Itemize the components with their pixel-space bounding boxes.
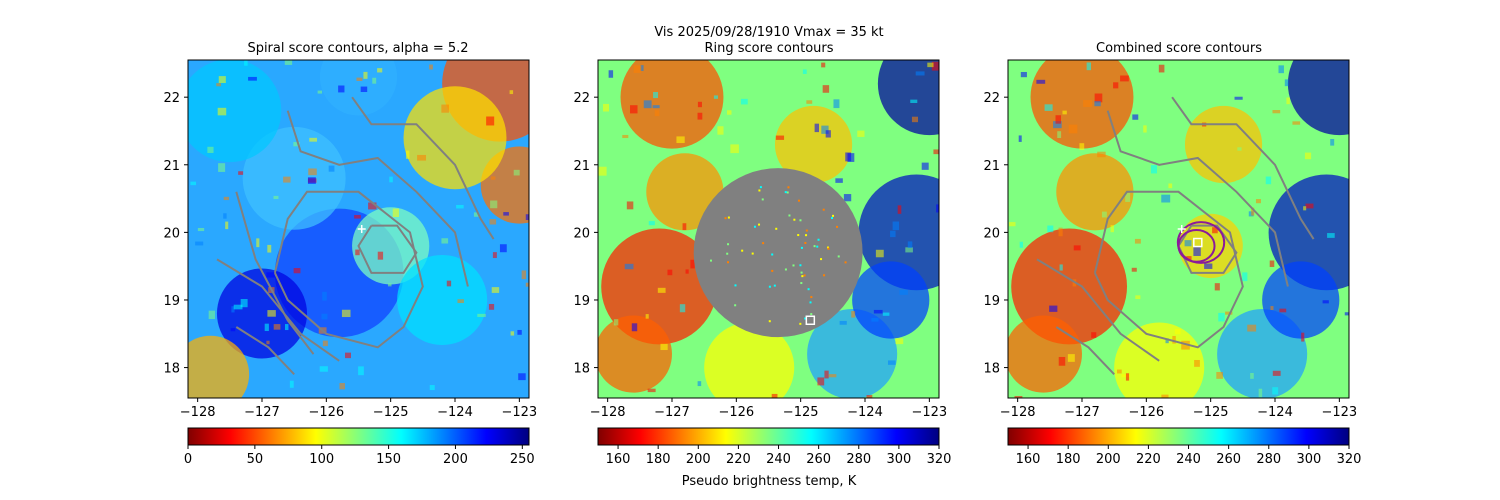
contour-line	[235, 191, 315, 355]
contour-line	[1093, 190, 1244, 349]
colorbar-tick-label: 220	[1136, 452, 1161, 467]
contour-line	[1036, 258, 1160, 362]
colorbar-tick-label: 0	[184, 452, 192, 467]
colorbar-gradient	[187, 427, 530, 446]
contour-line	[351, 96, 495, 240]
x-tick-label: −128	[180, 405, 216, 420]
x-tick-label: −125	[373, 405, 409, 420]
colorbar-tick-label: 50	[247, 452, 264, 467]
y-tick-label: 20	[163, 226, 180, 241]
y-tick-label: 22	[573, 91, 590, 106]
center-square-marker	[1193, 237, 1203, 248]
panel-combined: Combined score contours −128 −127 −126 −125…	[983, 41, 1362, 467]
y-tick-label: 18	[573, 362, 590, 377]
axes-combined: −128 −127 −126 −125 −124 −123 18 19 20 21 22	[983, 59, 1357, 420]
contour-line	[1055, 326, 1115, 375]
y-tick-label: 22	[983, 91, 1000, 106]
x-tick-label: −128	[590, 405, 626, 420]
axes-spiral: −128 −127 −126 −125 −124 −123 18 19 20 21 22	[163, 59, 537, 420]
x-tick-label: −123	[1321, 405, 1357, 420]
colorbar-tick-label: 320	[1337, 452, 1362, 467]
colorbar-tick-label: 260	[806, 452, 831, 467]
panel-title-spiral: Spiral score contours, alpha = 5.2	[247, 41, 468, 56]
y-tick-label: 21	[983, 159, 1000, 174]
contour-line	[273, 190, 424, 349]
panel-ring: Ring score contours −128 −127 −126 −125 −124…	[573, 41, 952, 489]
contour-line	[286, 110, 469, 287]
colorbar-tick-label: 280	[1256, 452, 1281, 467]
axes-ring: −128 −127 −126 −125 −124 −123 18 19 20 21 22	[573, 59, 947, 420]
contour-line	[357, 224, 418, 274]
y-tick-label: 18	[983, 362, 1000, 377]
colorbar-tick-label: 180	[646, 452, 671, 467]
panel-title-ring: Ring score contours	[704, 41, 833, 56]
y-tick-label: 20	[573, 226, 590, 241]
x-tick-label: −123	[911, 405, 947, 420]
x-tick-label: −127	[244, 405, 280, 420]
colorbar-tick-label: 220	[726, 452, 751, 467]
colorbar-tick-label: 160	[606, 452, 631, 467]
center-plus-marker	[357, 225, 366, 233]
x-tick-label: −125	[1193, 405, 1229, 420]
colorbar-tick-label: 200	[443, 452, 468, 467]
colorbar-tick-label: 100	[309, 452, 334, 467]
panel-spiral: Spiral score contours, alpha = 5.2 −128−…	[163, 41, 537, 467]
colorbar-tick-label: 160	[1016, 452, 1041, 467]
map-spiral	[188, 60, 529, 398]
y-tick-label: 20	[983, 226, 1000, 241]
y-tick-label: 19	[573, 294, 590, 309]
y-tick-label: 22	[163, 91, 180, 106]
colorbar-gradient	[597, 427, 940, 446]
x-tick-label: −127	[1064, 405, 1100, 420]
colorbar-ring: 160 180 200 220 240 260 280 300 320	[597, 427, 952, 467]
colorbar-tick-label: 150	[376, 452, 401, 467]
map-ring	[598, 60, 939, 398]
y-tick-label: 19	[983, 294, 1000, 309]
contour-line	[235, 326, 295, 375]
x-tick-label: −124	[847, 405, 883, 420]
x-tick-label: −123	[501, 405, 537, 420]
x-tick-label: −125	[783, 405, 819, 420]
colorbar-tick-label: 180	[1056, 452, 1081, 467]
colorbar-tick-label: 200	[1096, 452, 1121, 467]
x-tick-label: −124	[1257, 405, 1293, 420]
x-tick-label: −126	[308, 405, 344, 420]
colorbar-tick-label: 320	[927, 452, 952, 467]
colorbar-spiral: 0 50 100 150 200 250	[184, 427, 535, 467]
colorbar-label: Pseudo brightness temp, K	[682, 474, 857, 489]
colorbar-combined: 160 180 200 220 240 260 280 300 320	[1007, 427, 1362, 467]
y-tick-label: 21	[163, 159, 180, 174]
colorbar-tick-label: 300	[1296, 452, 1321, 467]
colorbar-tick-label: 250	[510, 452, 535, 467]
x-tick-label: −126	[718, 405, 754, 420]
x-tick-label: −128	[1000, 405, 1036, 420]
y-tick-label: 21	[573, 159, 590, 174]
colorbar-tick-label: 260	[1216, 452, 1241, 467]
x-tick-label: −127	[654, 405, 690, 420]
contour-line	[1171, 96, 1315, 240]
map-combined	[1008, 60, 1349, 398]
center-square-marker	[805, 315, 816, 326]
panel-title-combined: Combined score contours	[1096, 41, 1262, 56]
figure-title: Vis 2025/09/28/1910 Vmax = 35 kt	[654, 25, 883, 40]
colorbar-gradient	[1007, 427, 1350, 446]
colorbar-tick-label: 240	[1176, 452, 1201, 467]
colorbar-tick-label: 200	[686, 452, 711, 467]
colorbar-tick-label: 280	[846, 452, 871, 467]
y-tick-label: 19	[163, 294, 180, 309]
center-plus-marker	[1177, 225, 1186, 233]
x-tick-label: −126	[1128, 405, 1164, 420]
y-tick-label: 18	[163, 362, 180, 377]
colorbar-tick-label: 300	[886, 452, 911, 467]
contour-line	[1106, 110, 1289, 287]
colorbar-tick-label: 240	[766, 452, 791, 467]
center-circle	[1177, 229, 1216, 263]
x-tick-label: −124	[437, 405, 473, 420]
